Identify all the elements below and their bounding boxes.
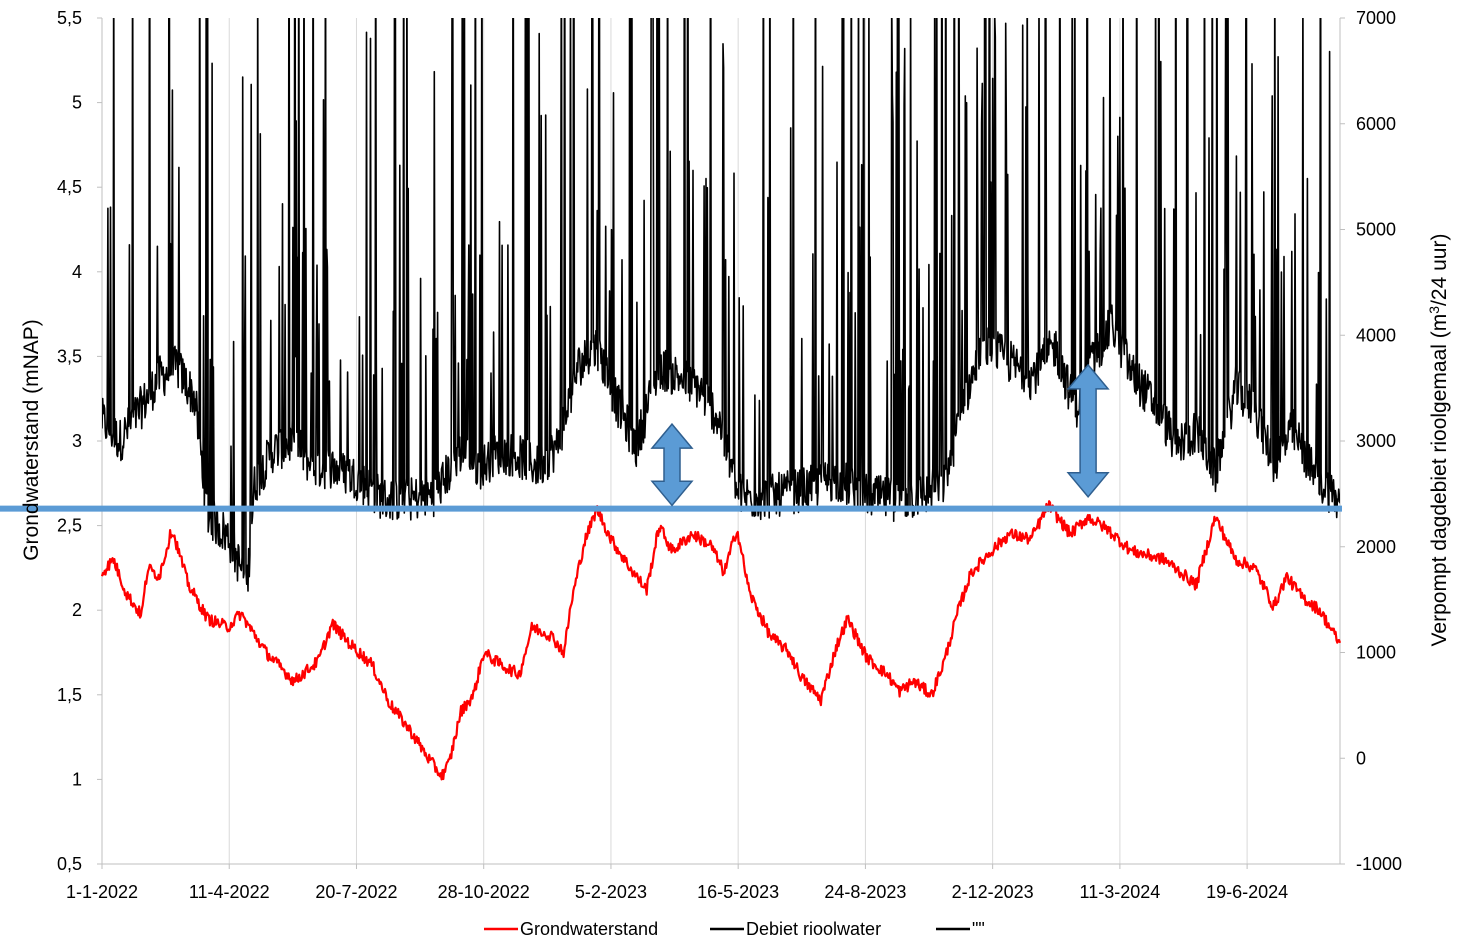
y-left-tick-label: 2 xyxy=(72,600,82,620)
y-right-tick-label: 2000 xyxy=(1356,537,1396,557)
y-left-tick-label: 1 xyxy=(72,769,82,789)
x-tick-label: 5-2-2023 xyxy=(575,882,647,902)
annotations xyxy=(0,363,1342,512)
x-tick-label: 19-6-2024 xyxy=(1206,882,1288,902)
series-line-debiet-rioolwater xyxy=(102,18,1340,592)
x-tick-label: 1-1-2022 xyxy=(66,882,138,902)
y-left-tick-label: 3,5 xyxy=(57,346,82,366)
x-axis-ticks: 1-1-2022 11-4-2022 20-7-2022 28-10-2022 5-2-… xyxy=(66,882,1288,902)
x-tick-label: 20-7-2022 xyxy=(315,882,397,902)
x-tick-label: 11-4-2022 xyxy=(189,882,270,902)
legend-label: Grondwaterstand xyxy=(520,919,658,939)
legend-label: Debiet rioolwater xyxy=(746,919,881,939)
series-line-grondwaterstand xyxy=(100,500,1342,781)
y-left-tick-label: 2,5 xyxy=(57,516,82,536)
y-left-tick-label: 3 xyxy=(72,431,82,451)
y-axis-left-title: Grondwaterstand (mNAP) xyxy=(20,319,43,561)
x-tick-label: 28-10-2022 xyxy=(438,882,530,902)
y-right-tick-label: 1000 xyxy=(1356,643,1396,663)
y-right-tick-label: 6000 xyxy=(1356,114,1396,134)
x-tick-label: 2-12-2023 xyxy=(952,882,1034,902)
right-axis-ticks: -1000 0 1000 2000 3000 4000 5000 6000 7000 xyxy=(1356,8,1402,874)
y-left-tick-label: 4 xyxy=(72,262,82,282)
y-left-tick-label: 1,5 xyxy=(57,685,82,705)
y-right-tick-label: 4000 xyxy=(1356,325,1396,345)
legend-label: "" xyxy=(972,919,985,939)
legend: Grondwaterstand Debiet rioolwater "" xyxy=(484,919,985,939)
x-tick-label: 11-3-2024 xyxy=(1080,882,1161,902)
y-left-tick-label: 4,5 xyxy=(57,177,82,197)
y-left-tick-label: 5,5 xyxy=(57,8,82,28)
superscript-3: 3 xyxy=(1426,306,1442,314)
y-right-tick-label: 0 xyxy=(1356,748,1366,768)
x-tick-label: 16-5-2023 xyxy=(697,882,779,902)
axes xyxy=(97,17,1345,869)
y-left-tick-label: 5 xyxy=(72,93,82,113)
y-right-tick-label: -1000 xyxy=(1356,854,1402,874)
y-right-tick-label: 5000 xyxy=(1356,220,1396,240)
y-right-tick-label: 7000 xyxy=(1356,8,1396,28)
left-axis-ticks: 0,5 1 1,5 2 2,5 3 3,5 4 4,5 5 5,5 xyxy=(57,8,82,874)
series-layer xyxy=(100,18,1342,781)
y-right-tick-label: 3000 xyxy=(1356,431,1396,451)
double-arrow-2 xyxy=(1066,363,1110,498)
y-axis-right-title: Verpompt dagdebiet rioolgemaal (m3/24 uu… xyxy=(1426,234,1451,647)
y-left-tick-label: 0,5 xyxy=(57,854,82,874)
double-arrow-1 xyxy=(650,422,694,507)
x-tick-label: 24-8-2023 xyxy=(824,882,906,902)
